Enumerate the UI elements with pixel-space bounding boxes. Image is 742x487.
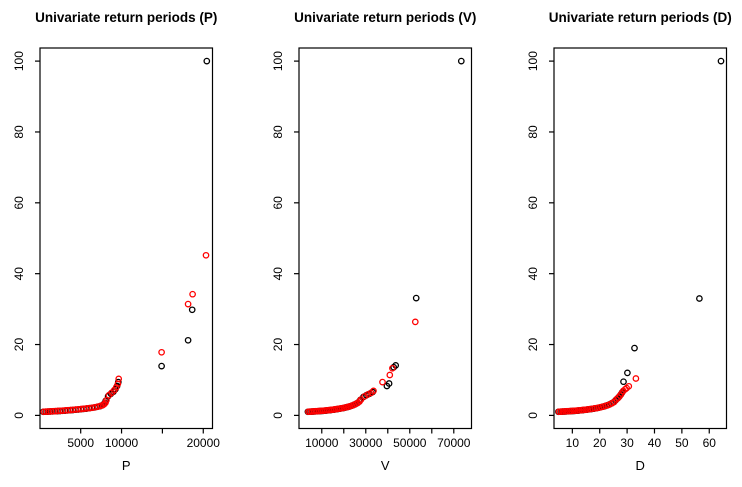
data-point-red-points	[184, 300, 192, 308]
data-point-red-points	[411, 318, 419, 326]
y-tick-label: 80	[271, 125, 285, 139]
x-axis-label: V	[381, 458, 390, 473]
y-tick-label: 60	[12, 196, 26, 210]
x-tick-label: 50	[675, 436, 689, 450]
data-point-black-points	[631, 344, 638, 352]
data-point-red-points	[379, 378, 386, 386]
data-point-black-points	[457, 57, 465, 65]
data-point-black-points	[385, 380, 393, 387]
data-point-red-points	[389, 364, 396, 372]
x-tick-label: 70000	[437, 436, 471, 450]
x-tick-label: 30000	[349, 436, 383, 450]
data-point-red-points	[103, 396, 110, 404]
y-tick-label: 0	[526, 412, 540, 419]
y-tick-label: 20	[526, 338, 540, 352]
plot-box	[39, 47, 214, 430]
plot-panel-P: Univariate return periods (P) 5000 10000 20…	[0, 0, 247, 487]
y-tick-label: 0	[12, 412, 26, 419]
data-point-black-points	[184, 336, 192, 344]
y-tick-label: 100	[526, 51, 540, 71]
x-tick-label: 20000	[187, 436, 221, 450]
y-tick-label: 80	[12, 125, 26, 139]
data-point-black-points	[717, 57, 725, 65]
y-tick-label: 40	[271, 267, 285, 281]
data-point-red-points	[42, 408, 50, 415]
x-tick-label: 5000	[67, 436, 94, 450]
data-point-red-points	[370, 387, 377, 395]
y-tick-label: 0	[271, 412, 285, 419]
data-point-red-points	[158, 348, 165, 356]
x-tick-label: 30	[620, 436, 634, 450]
y-tick-label: 40	[12, 267, 26, 281]
data-point-red-points	[202, 251, 210, 259]
x-tick-label: 50000	[393, 436, 427, 450]
y-tick-label: 20	[12, 338, 26, 352]
data-point-black-points	[188, 306, 196, 314]
plot-box	[298, 47, 473, 430]
data-point-red-points	[40, 408, 48, 416]
plot-panel-D: Univariate return periods (D) 10 20 30 40 50 6…	[494, 0, 742, 487]
y-tick-label: 40	[526, 267, 540, 281]
data-point-red-points	[563, 407, 571, 415]
y-tick-label: 80	[526, 125, 540, 139]
data-point-red-points	[555, 408, 563, 416]
data-point-black-points	[412, 294, 420, 302]
data-point-red-points	[112, 384, 120, 391]
plot-title: Univariate return periods (D)	[549, 10, 732, 25]
data-point-red-points	[625, 382, 633, 390]
data-point-red-points	[632, 375, 640, 382]
x-tick-label: 60	[703, 436, 717, 450]
y-tick-label: 100	[271, 51, 285, 71]
data-point-red-points	[357, 396, 365, 403]
data-point-black-points	[203, 57, 211, 65]
y-tick-label: 20	[271, 338, 285, 352]
x-axis-label: P	[122, 458, 131, 473]
plot-box	[553, 47, 728, 430]
y-tick-label: 60	[526, 196, 540, 210]
data-point-black-points	[696, 295, 703, 302]
data-point-black-points	[620, 378, 627, 386]
y-tick-label: 60	[271, 196, 285, 210]
data-point-black-points	[624, 369, 631, 377]
data-point-red-points	[386, 371, 394, 379]
y-tick-label: 100	[12, 51, 26, 71]
x-tick-label: 40	[648, 436, 662, 450]
x-tick-label: 20	[593, 436, 607, 450]
data-point-black-points	[158, 362, 165, 370]
plot-title: Univariate return periods (P)	[35, 10, 217, 25]
data-point-red-points	[364, 391, 372, 398]
data-point-red-points	[189, 290, 196, 298]
plot-panel-V: Univariate return periods (V) 10000 30000 5…	[247, 0, 494, 487]
plot-title: Univariate return periods (V)	[294, 10, 476, 25]
data-point-red-points	[115, 375, 123, 383]
data-point-red-points	[559, 408, 567, 415]
x-tick-label: 10	[566, 436, 580, 450]
x-axis-label: D	[636, 458, 645, 473]
x-tick-label: 10000	[105, 436, 139, 450]
x-tick-label: 10000	[305, 436, 339, 450]
